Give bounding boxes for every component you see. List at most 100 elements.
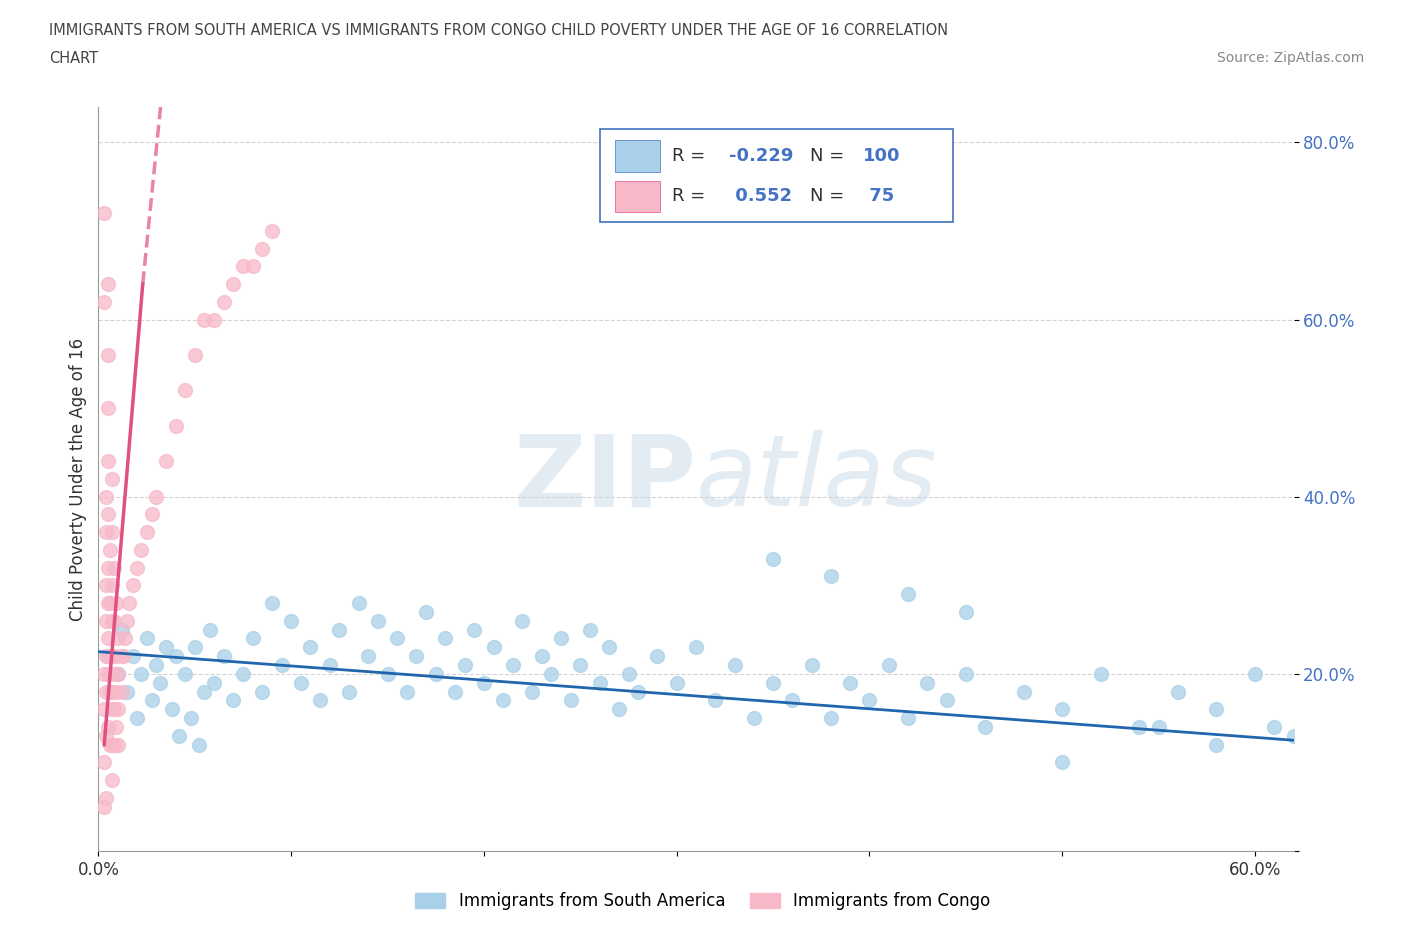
Point [579, 622, 602, 637]
Point [110, 684, 132, 699]
Point [453, 658, 475, 672]
Point [114, 631, 136, 645]
Point [647, 648, 669, 663]
Point [184, 640, 207, 655]
Point [103, 667, 125, 682]
Point [520, 684, 543, 699]
Point [93, 295, 115, 310]
Point [502, 658, 524, 672]
Point [202, 312, 225, 327]
Point [1090, 667, 1112, 682]
Point [97, 560, 120, 575]
Point [1128, 720, 1150, 735]
Point [463, 622, 485, 637]
Point [97, 720, 120, 735]
Point [94, 613, 117, 628]
Point [112, 648, 135, 663]
Point [103, 560, 125, 575]
Point [685, 640, 707, 655]
Point [149, 675, 172, 690]
Point [617, 667, 640, 682]
Point [94, 648, 117, 663]
Point [103, 702, 125, 717]
Point [118, 595, 141, 610]
Point [858, 693, 880, 708]
Point [560, 693, 582, 708]
Bar [614, 180, 661, 212]
Point [174, 667, 197, 682]
Point [877, 658, 900, 672]
Point [200, 622, 222, 637]
Point [820, 711, 842, 725]
Point [917, 675, 939, 690]
Text: atlas: atlas [696, 431, 938, 527]
Point [98, 648, 121, 663]
Text: 0.552: 0.552 [730, 187, 793, 206]
Point [107, 631, 129, 645]
Point [800, 658, 823, 672]
Point [107, 667, 129, 682]
Point [93, 667, 115, 682]
Point [974, 720, 997, 735]
Point [222, 693, 245, 708]
Text: N =: N = [810, 187, 844, 206]
Point [117, 684, 139, 699]
Text: CHART: CHART [49, 51, 98, 66]
Point [482, 640, 505, 655]
Point [1205, 702, 1227, 717]
Point [367, 613, 389, 628]
Point [1050, 755, 1073, 770]
Point [357, 648, 380, 663]
Point [742, 711, 765, 725]
Text: N =: N = [810, 147, 844, 165]
Point [165, 648, 187, 663]
Point [93, 799, 115, 814]
Point [101, 684, 124, 699]
Point [187, 737, 209, 752]
Point [1147, 720, 1170, 735]
Point [232, 259, 254, 273]
Point [97, 276, 120, 291]
Point [174, 383, 197, 398]
Point [93, 702, 115, 717]
Point [103, 737, 125, 752]
Point [145, 658, 167, 672]
Point [242, 631, 264, 645]
Point [97, 667, 120, 682]
Point [212, 295, 235, 310]
Point [665, 675, 688, 690]
FancyBboxPatch shape [600, 129, 953, 222]
Point [1050, 702, 1073, 717]
Point [104, 648, 127, 663]
Point [270, 658, 292, 672]
Point [434, 631, 457, 645]
Point [1205, 737, 1227, 752]
Point [252, 241, 274, 256]
Point [94, 684, 117, 699]
Point [319, 658, 342, 672]
Point [1244, 667, 1267, 682]
Point [94, 489, 117, 504]
Point [222, 276, 245, 291]
Point [1012, 684, 1035, 699]
Point [337, 684, 360, 699]
Point [184, 348, 207, 363]
Point [101, 737, 124, 752]
Point [955, 667, 977, 682]
Text: R =: R = [672, 187, 706, 206]
Text: IMMIGRANTS FROM SOUTH AMERICA VS IMMIGRANTS FROM CONGO CHILD POVERTY UNDER THE A: IMMIGRANTS FROM SOUTH AMERICA VS IMMIGRA… [49, 23, 948, 38]
Point [97, 401, 120, 416]
Point [935, 693, 957, 708]
Point [101, 578, 124, 592]
Text: Source: ZipAtlas.com: Source: ZipAtlas.com [1216, 51, 1364, 65]
Point [260, 595, 283, 610]
Point [125, 711, 148, 725]
Point [627, 684, 650, 699]
Point [309, 693, 332, 708]
Point [395, 684, 418, 699]
Point [202, 675, 225, 690]
Point [93, 206, 115, 220]
Point [1167, 684, 1189, 699]
Point [101, 773, 124, 788]
Point [107, 737, 129, 752]
